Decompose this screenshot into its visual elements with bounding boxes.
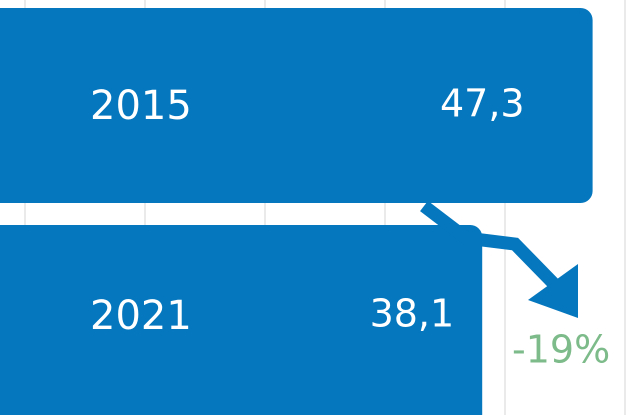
- value-label: 47,3: [440, 82, 525, 126]
- bars: [0, 8, 593, 415]
- annotation: -19%: [512, 328, 610, 372]
- category-label: 2021: [90, 293, 192, 339]
- trend-arrow: [420, 200, 561, 291]
- arrow-head: [528, 264, 578, 318]
- value-label: 38,1: [370, 292, 455, 336]
- category-label: 2015: [90, 83, 192, 129]
- bar: [0, 225, 483, 415]
- bar: [0, 8, 593, 203]
